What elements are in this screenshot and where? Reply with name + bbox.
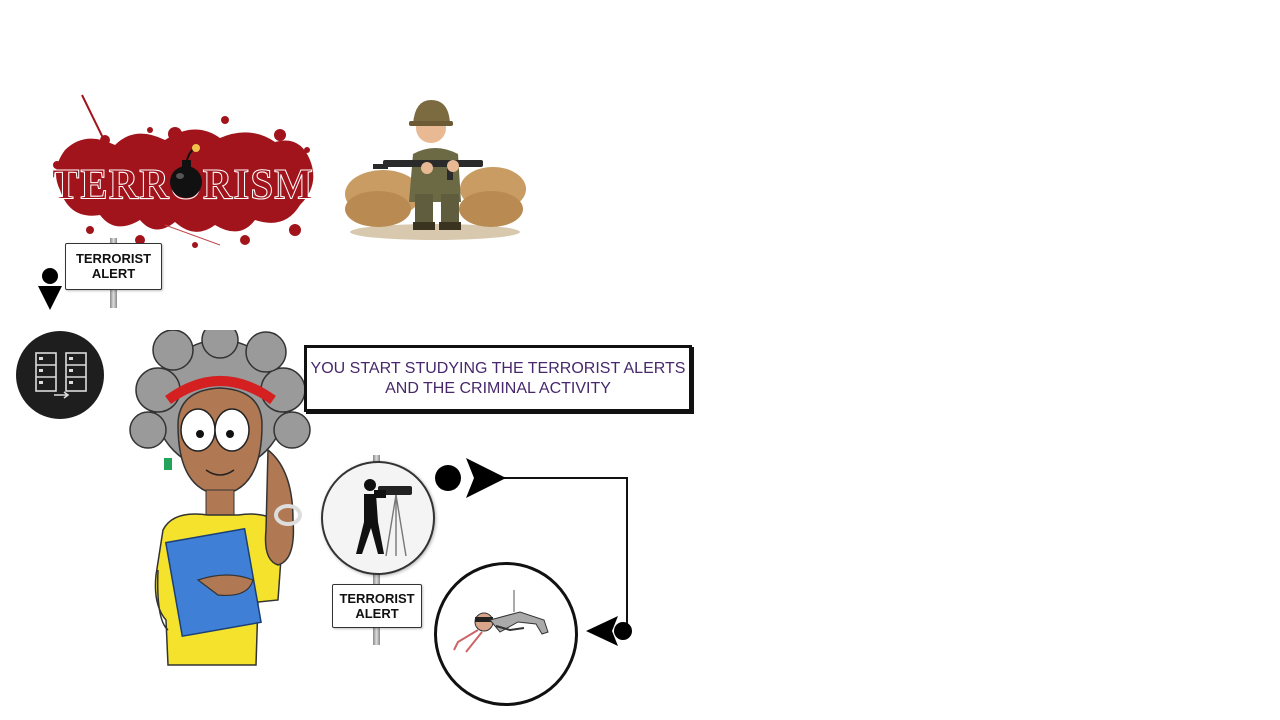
top-sign-line1: TERRORIST: [75, 251, 152, 266]
bottom-terrorist-alert-sign: TERRORIST ALERT: [332, 584, 422, 628]
top-terrorist-alert-sign: TERRORIST ALERT: [65, 243, 162, 290]
surveillance-camera-disc: [321, 461, 435, 575]
caption-line1: YOU START STUDYING THE TERRORIST ALERTS: [310, 359, 686, 377]
bottom-sign-line2: ALERT: [355, 606, 399, 621]
arrow-down-icon: [38, 268, 62, 310]
arrow-right-icon: [435, 458, 506, 498]
caption-line2: AND THE CRIMINAL ACTIVITY: [385, 379, 611, 397]
thief-circle: [434, 562, 578, 706]
soldier-illustration: [345, 100, 526, 240]
surveillance-camera-icon: [356, 479, 412, 557]
bottom-sign-line1: TERRORIST: [339, 591, 415, 606]
bomb-icon: [170, 144, 202, 198]
thief-illustration: [453, 590, 549, 653]
woman-illustration: [129, 330, 311, 666]
top-sign-line2: ALERT: [91, 266, 136, 281]
server-badge: [16, 331, 104, 419]
caption-box: YOU START STUDYING THE TERRORIST ALERTS …: [304, 345, 692, 412]
arrow-left-icon: [586, 616, 632, 646]
connector-arrows: [435, 458, 632, 646]
server-icon: [35, 352, 87, 399]
